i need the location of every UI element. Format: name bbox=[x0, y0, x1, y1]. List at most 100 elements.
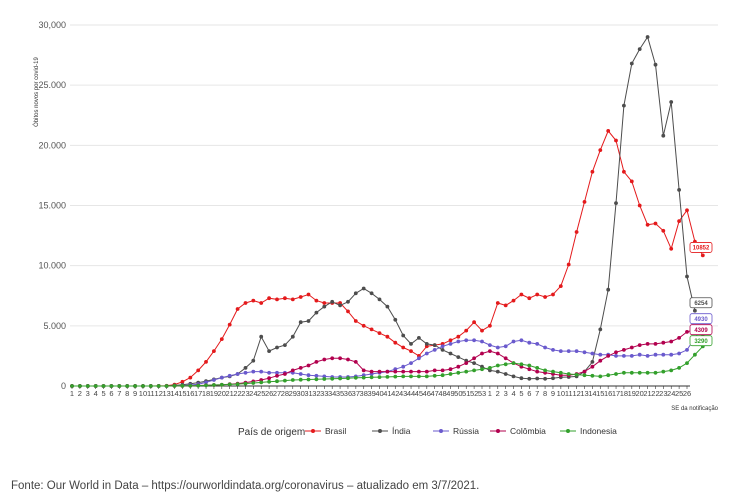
data-point bbox=[322, 374, 327, 379]
legend-key-point bbox=[439, 429, 443, 433]
data-point bbox=[212, 378, 216, 382]
data-point bbox=[275, 297, 279, 302]
x-tick-label: 24 bbox=[249, 389, 257, 398]
data-point bbox=[417, 369, 421, 374]
data-point bbox=[385, 334, 390, 339]
data-point bbox=[180, 384, 185, 388]
data-point bbox=[661, 228, 666, 233]
data-point bbox=[424, 374, 429, 379]
x-tick-label: 7 bbox=[117, 389, 121, 398]
legend-item-rússia: Rússia bbox=[433, 426, 479, 436]
legend-label: Indonesia bbox=[580, 426, 617, 436]
data-point bbox=[614, 354, 618, 358]
x-tick-label: 50 bbox=[454, 389, 462, 398]
data-point bbox=[535, 292, 540, 297]
data-point bbox=[306, 377, 311, 382]
data-point bbox=[164, 384, 169, 388]
data-point bbox=[685, 330, 689, 334]
data-point bbox=[212, 349, 216, 353]
data-point bbox=[251, 369, 256, 374]
data-point bbox=[495, 345, 500, 350]
data-point bbox=[622, 103, 626, 108]
data-point bbox=[353, 375, 358, 380]
data-point bbox=[629, 370, 634, 375]
data-point bbox=[645, 35, 650, 39]
data-point bbox=[480, 351, 484, 356]
series-line bbox=[72, 346, 704, 387]
legend-key-point bbox=[378, 429, 382, 433]
data-point bbox=[495, 363, 500, 368]
data-point bbox=[235, 372, 240, 376]
data-point bbox=[448, 351, 453, 356]
data-point bbox=[535, 342, 540, 346]
data-point bbox=[314, 377, 319, 382]
data-point bbox=[409, 361, 413, 365]
x-tick-label: 36 bbox=[344, 389, 352, 398]
x-tick-label: 45 bbox=[415, 389, 423, 398]
x-tick-label: 26 bbox=[683, 389, 691, 398]
data-point bbox=[590, 351, 595, 356]
data-point bbox=[227, 382, 232, 387]
data-point bbox=[290, 368, 295, 373]
data-point bbox=[275, 373, 279, 378]
data-point bbox=[677, 336, 681, 340]
legend-item-brasil: Brasil bbox=[305, 426, 346, 436]
data-point bbox=[204, 360, 208, 364]
data-point bbox=[409, 349, 413, 353]
end-label: 6254 bbox=[689, 297, 713, 309]
x-tick-label: 34 bbox=[328, 389, 336, 398]
legend-key-point bbox=[566, 429, 570, 433]
x-tick-label: 12 bbox=[155, 389, 163, 398]
data-point bbox=[338, 303, 342, 308]
data-point bbox=[598, 358, 603, 363]
data-point bbox=[393, 340, 398, 345]
data-point bbox=[606, 373, 611, 378]
x-tick-label: 17 bbox=[194, 389, 202, 398]
data-point bbox=[290, 297, 295, 302]
data-point bbox=[551, 348, 555, 352]
x-tick-label: 17 bbox=[612, 389, 620, 398]
data-point bbox=[661, 352, 666, 357]
data-point bbox=[141, 384, 145, 388]
data-point bbox=[543, 295, 547, 299]
data-point bbox=[361, 323, 366, 328]
data-point bbox=[448, 367, 453, 372]
x-tick-label: 37 bbox=[352, 389, 360, 398]
x-tick-label: 22 bbox=[233, 389, 241, 398]
x-tick-label: 35 bbox=[336, 389, 344, 398]
x-tick-label: 21 bbox=[226, 389, 234, 398]
data-point bbox=[85, 384, 90, 388]
x-tick-label: 18 bbox=[202, 389, 210, 398]
data-point bbox=[353, 319, 358, 323]
x-tick-label: 15 bbox=[178, 389, 186, 398]
data-point bbox=[322, 304, 327, 309]
data-point bbox=[543, 345, 547, 350]
data-point bbox=[227, 373, 232, 378]
data-point bbox=[369, 369, 374, 374]
data-point bbox=[369, 291, 374, 296]
data-point bbox=[125, 384, 130, 388]
x-tick-label: 7 bbox=[535, 389, 539, 398]
source-caption: Fonte: Our World in Data – https://ourwo… bbox=[11, 480, 480, 492]
data-point bbox=[551, 369, 555, 374]
data-point bbox=[472, 320, 476, 325]
data-point bbox=[464, 338, 469, 343]
y-tick-label: 0 bbox=[61, 381, 66, 391]
data-point bbox=[637, 203, 642, 208]
legend-label: Colômbia bbox=[510, 426, 546, 436]
data-point bbox=[590, 360, 595, 364]
data-point bbox=[259, 369, 264, 374]
data-point bbox=[369, 375, 374, 380]
data-point bbox=[322, 301, 327, 305]
y-tick-label: 10.000 bbox=[38, 261, 66, 271]
x-tick-label: 5 bbox=[519, 389, 523, 398]
y-tick-label: 25.000 bbox=[38, 80, 66, 90]
data-point bbox=[574, 349, 579, 353]
data-point bbox=[251, 358, 256, 363]
x-tick-label: 21 bbox=[643, 389, 651, 398]
legend-title: País de origem bbox=[238, 427, 305, 438]
data-point bbox=[464, 328, 469, 333]
data-point bbox=[338, 376, 342, 381]
y-axis-label: Óbitos novos por covid-19 bbox=[33, 56, 40, 126]
